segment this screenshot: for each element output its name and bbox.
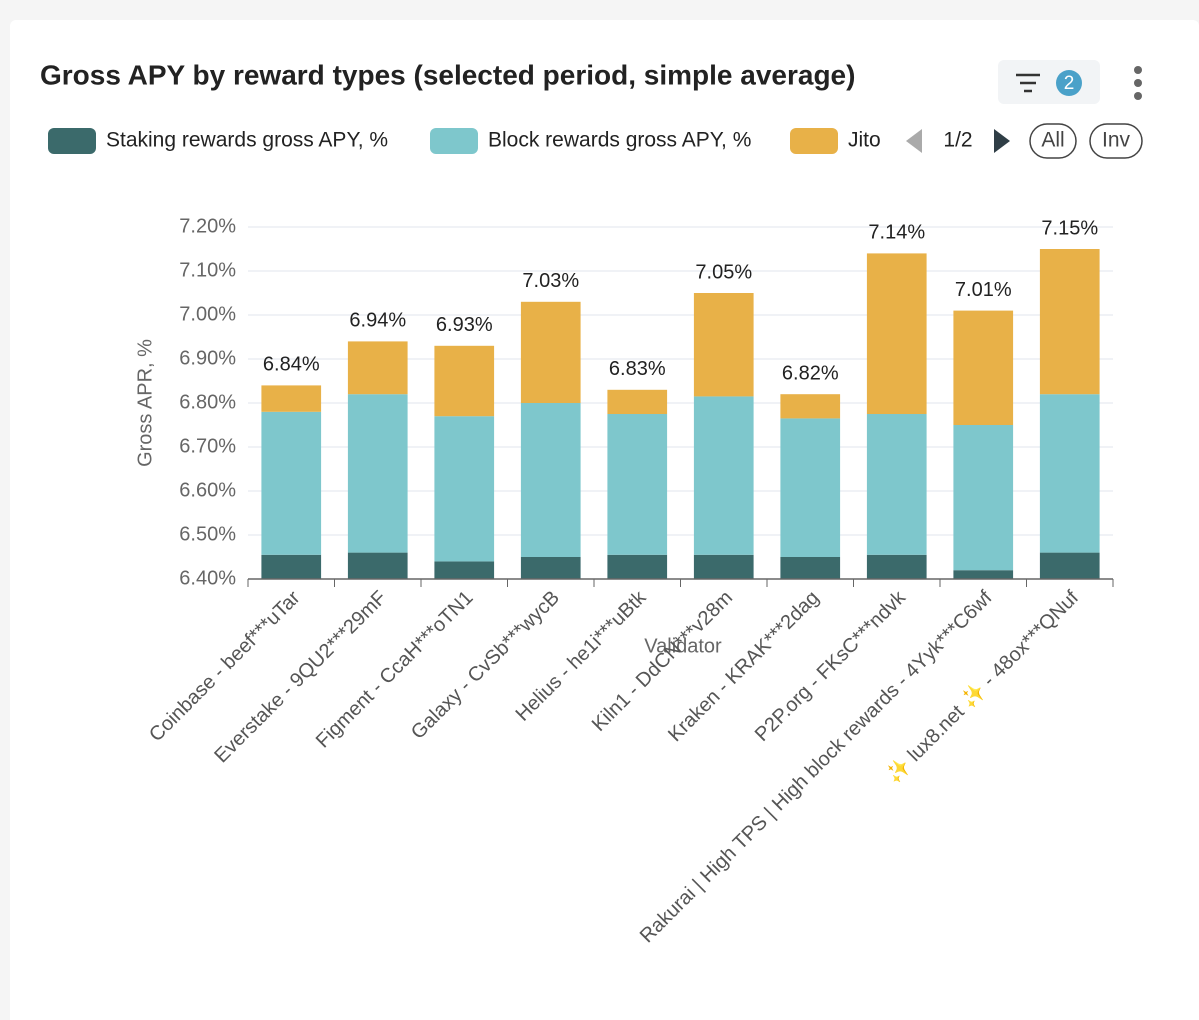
total-label: 6.94%: [349, 310, 406, 332]
bar-segment: [347, 341, 408, 395]
legend-label: Staking rewards gross APY, %: [106, 129, 388, 152]
bar-segment: [520, 557, 581, 579]
bar-segment: [953, 310, 1014, 425]
x-axis-title: Validator: [644, 635, 722, 657]
chart-title: Gross APY by reward types (selected peri…: [40, 59, 855, 90]
inv-button[interactable]: [1089, 123, 1143, 159]
bar-segment: [693, 554, 754, 579]
total-label: 6.83%: [609, 358, 666, 380]
total-label: 7.01%: [955, 279, 1012, 301]
bar-segment: [607, 554, 668, 579]
y-tick-label: 6.60%: [179, 479, 236, 501]
bar-segment: [520, 403, 581, 557]
bar-segment: [261, 411, 322, 555]
filter-button[interactable]: 2: [998, 60, 1100, 104]
bar-segment: [780, 418, 841, 557]
bar-segment: [693, 293, 754, 397]
bar-segment: [607, 389, 668, 414]
total-label: 6.93%: [436, 314, 493, 336]
total-label: 7.15%: [1041, 217, 1098, 239]
bar-segment: [866, 414, 927, 555]
menu-dot: [1134, 92, 1142, 100]
bar-segment: [347, 394, 408, 553]
legend-swatch: [790, 128, 838, 154]
pager-next[interactable]: [994, 129, 1010, 153]
bar-segment: [434, 345, 495, 417]
card: [10, 20, 1199, 1020]
bar-segment: [1039, 249, 1100, 395]
bar-segment: [693, 396, 754, 555]
y-tick-label: 6.80%: [179, 391, 236, 413]
y-tick-label: 6.70%: [179, 435, 236, 457]
legend-label: Jito: [848, 129, 881, 152]
pager-prev[interactable]: [906, 129, 922, 153]
bar-segment: [780, 557, 841, 579]
menu-dot: [1134, 66, 1142, 74]
bar-segment: [1039, 552, 1100, 579]
legend-label: Block rewards gross APY, %: [488, 129, 751, 152]
total-label: 6.84%: [263, 354, 320, 376]
bar-segment: [261, 385, 322, 412]
filter-bg: [998, 60, 1100, 104]
total-label: 6.82%: [782, 362, 839, 384]
bar-segment: [866, 253, 927, 414]
y-tick-label: 7.10%: [179, 259, 236, 281]
total-label: 7.05%: [695, 261, 752, 283]
y-tick-label: 6.50%: [179, 523, 236, 545]
y-tick-label: 6.40%: [179, 567, 236, 589]
y-axis-title: Gross APR, %: [134, 339, 156, 467]
inv-label: Inv: [1102, 129, 1131, 152]
pager-page: 1/2: [943, 129, 972, 152]
bar-segment: [607, 414, 668, 555]
legend-swatch: [430, 128, 478, 154]
filter-badge: [1056, 70, 1082, 96]
bar-segment: [520, 301, 581, 403]
y-tick-label: 7.20%: [179, 215, 236, 237]
y-tick-label: 6.90%: [179, 347, 236, 369]
legend-swatch: [48, 128, 96, 154]
total-label: 7.14%: [868, 222, 925, 244]
bar-segment: [1039, 394, 1100, 553]
filter-count: 2: [1064, 73, 1075, 94]
bar-segment: [434, 416, 495, 562]
bar-segment: [434, 561, 495, 579]
total-label: 7.03%: [522, 270, 579, 292]
bar-segment: [261, 554, 322, 579]
all-button[interactable]: [1029, 123, 1077, 159]
all-label: All: [1041, 129, 1064, 152]
bar-segment: [953, 425, 1014, 571]
bar-segment: [866, 554, 927, 579]
bar-segment: [780, 394, 841, 419]
bar-segment: [953, 570, 1014, 579]
menu-button[interactable]: [1134, 66, 1142, 100]
menu-dot: [1134, 79, 1142, 87]
y-tick-label: 7.00%: [179, 303, 236, 325]
bar-segment: [347, 552, 408, 579]
